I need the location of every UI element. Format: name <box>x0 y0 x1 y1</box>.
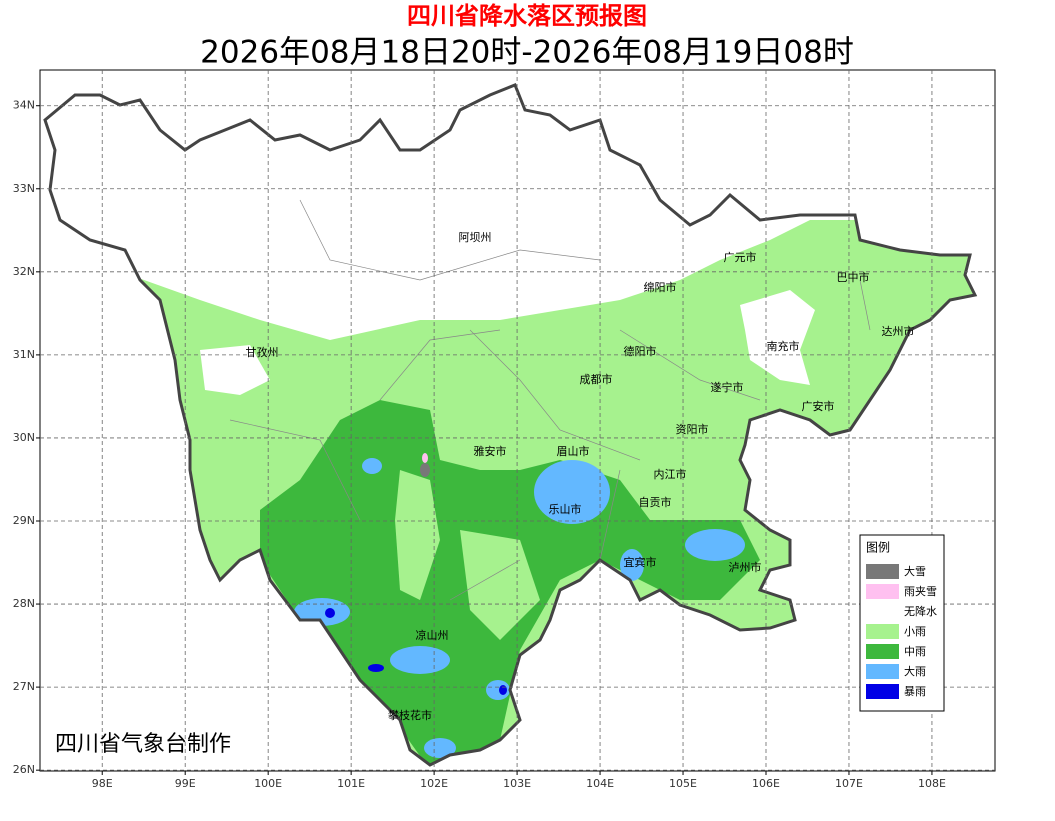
city-label: 眉山市 <box>557 444 590 458</box>
heavy-rain-area <box>534 460 610 524</box>
grid <box>36 70 995 775</box>
light-rain-patch <box>395 470 440 600</box>
city-label: 成都市 <box>580 372 613 386</box>
legend-label: 小雨 <box>904 625 926 638</box>
y-tick-label: 34N <box>13 99 35 112</box>
y-tick-label: 32N <box>13 265 35 278</box>
city-label: 南充市 <box>767 339 800 353</box>
city-label: 达州市 <box>882 324 915 338</box>
snow-area <box>420 463 430 477</box>
legend-swatch <box>866 644 899 659</box>
rainstorm-area <box>368 664 384 672</box>
legend-label: 大雨 <box>904 664 926 678</box>
x-tick-label: 101E <box>337 777 365 790</box>
legend-swatch <box>866 584 899 599</box>
city-label: 广元市 <box>724 250 757 264</box>
heavy-rain-area <box>424 738 456 758</box>
x-tick-label: 104E <box>586 777 614 790</box>
boundary-lines <box>229 199 871 601</box>
light-rain-patch <box>460 530 540 640</box>
heavy-rain-area <box>620 549 644 581</box>
y-tick-label: 33N <box>13 182 35 195</box>
y-tick-label: 28N <box>13 597 35 610</box>
x-tick-label: 105E <box>669 777 697 790</box>
heavy-rain-area <box>390 646 450 674</box>
y-tick-label: 31N <box>13 348 35 361</box>
legend-title: 图例 <box>866 541 890 555</box>
x-tick-label: 108E <box>918 777 946 790</box>
credit: 四川省气象台制作 <box>55 732 231 757</box>
heavy-rain-area <box>685 529 745 561</box>
subtitle: 2026年08月18日20时-2026年08月19日08时 <box>200 35 854 71</box>
rainstorm-area <box>325 608 335 618</box>
city-label: 攀枝花市 <box>388 708 432 722</box>
x-tick-label: 102E <box>420 777 448 790</box>
no-rain-patch <box>200 345 270 395</box>
sleet-area <box>422 453 428 463</box>
x-tick-label: 103E <box>503 777 531 790</box>
y-tick-label: 29N <box>13 514 35 527</box>
city-label: 泸州市 <box>729 560 762 574</box>
legend-swatch <box>866 664 899 679</box>
rainstorm-area <box>499 685 507 695</box>
y-tick-label: 30N <box>13 431 35 444</box>
city-label: 乐山市 <box>549 502 582 516</box>
city-label: 资阳市 <box>676 422 709 436</box>
no-rain-patch <box>740 290 815 385</box>
city-label: 广安市 <box>802 399 835 413</box>
city-label: 雅安市 <box>474 444 507 458</box>
city-label: 遂宁市 <box>711 380 744 394</box>
city-labels: 阿坝州 广元市 巴中市 绵阳市 甘孜州 德阳市 南充市 达州市 成都市 遂宁市 … <box>246 230 915 722</box>
heavy-rain-area <box>486 680 510 700</box>
city-label: 巴中市 <box>837 270 870 284</box>
legend-label: 暴雨 <box>904 685 926 698</box>
legend-swatch <box>866 684 899 699</box>
x-tick-label: 100E <box>254 777 282 790</box>
legend-swatch <box>866 624 899 639</box>
x-tick-label: 98E <box>92 777 113 790</box>
legend-label: 中雨 <box>904 645 926 658</box>
y-tick-label: 26N <box>13 763 35 776</box>
city-label: 自贡市 <box>639 495 672 509</box>
city-label: 内江市 <box>654 467 687 481</box>
title: 四川省降水落区预报图 <box>407 2 647 30</box>
legend-label: 雨夹雪 <box>904 585 937 598</box>
legend-label: 大雪 <box>904 564 926 578</box>
city-label: 甘孜州 <box>246 345 279 359</box>
x-tick-label: 99E <box>175 777 196 790</box>
city-label: 绵阳市 <box>644 280 677 294</box>
legend-swatch <box>866 604 899 619</box>
heavy-rain-area <box>362 458 382 474</box>
y-tick-label: 27N <box>13 680 35 693</box>
x-tick-label: 107E <box>835 777 863 790</box>
legend-swatch <box>866 564 899 579</box>
city-label: 德阳市 <box>624 344 657 358</box>
x-tick-label: 106E <box>752 777 780 790</box>
legend-label: 无降水 <box>904 604 937 618</box>
city-label: 凉山州 <box>416 628 449 642</box>
city-label: 阿坝州 <box>459 230 492 244</box>
city-label: 宜宾市 <box>624 555 657 569</box>
